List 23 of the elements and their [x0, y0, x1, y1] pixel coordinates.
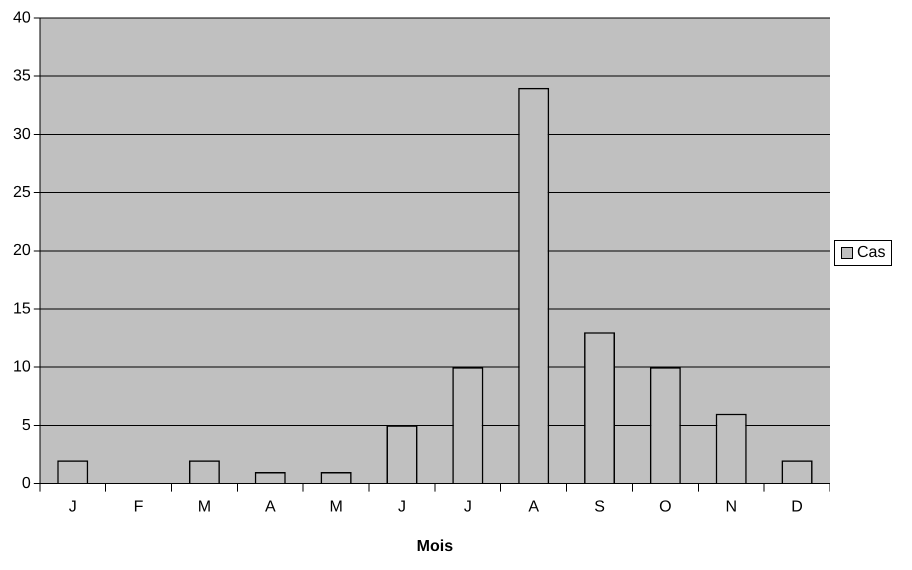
- x-tick-label: A: [528, 498, 540, 516]
- text: Cas: [857, 244, 886, 262]
- y-tick-label: 30: [13, 126, 31, 143]
- y-tick-label: 10: [13, 358, 31, 376]
- x-tick-label: J: [398, 498, 406, 516]
- y-tick-label: 35: [13, 68, 31, 85]
- x-tick-label: A: [264, 498, 276, 516]
- x-tick-label: O: [659, 498, 672, 516]
- x-tick-label: M: [329, 498, 343, 516]
- x-tick-label: N: [725, 498, 738, 516]
- x-tick-label: S: [594, 498, 605, 516]
- x-tick-label: D: [791, 498, 803, 516]
- y-tick-label: 40: [13, 9, 31, 26]
- y-tick-label: 20: [13, 242, 31, 260]
- x-axis-title: Mois: [416, 538, 454, 555]
- y-tick-label: 15: [13, 300, 31, 318]
- y-tick-label: 0: [22, 475, 31, 492]
- x-tick-label: M: [198, 498, 212, 516]
- x-tick-label: J: [464, 498, 472, 516]
- y-tick-label: 25: [13, 184, 31, 202]
- y-tick-label: 5: [22, 416, 31, 434]
- x-tick-label: F: [134, 498, 144, 516]
- x-tick-label: J: [68, 498, 77, 516]
